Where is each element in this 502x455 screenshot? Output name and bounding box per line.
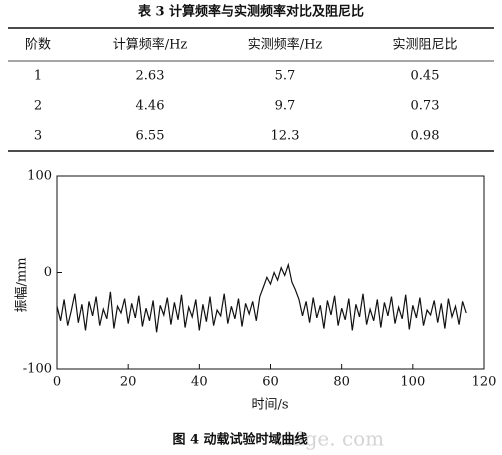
table-cell: 4.46 <box>136 99 165 114</box>
watermark: ridge. com <box>276 427 384 451</box>
figure-caption: 图 4 动载试验时域曲线 <box>172 432 307 448</box>
x-tick-label: 120 <box>472 375 497 390</box>
y-axis-label: 振幅/mm <box>15 257 30 312</box>
x-axis-label: 时间/s <box>251 398 288 413</box>
table-cell: 3 <box>34 129 42 144</box>
y-tick-label: 100 <box>27 169 52 184</box>
x-tick-label: 20 <box>120 375 137 390</box>
y-tick-label: 0 <box>44 265 52 280</box>
table-header-cell: 实测阻尼比 <box>392 38 457 53</box>
table-cell: 0.45 <box>411 69 440 84</box>
plot-frame <box>56 175 485 370</box>
signal-line <box>56 262 467 333</box>
table-cell: 6.55 <box>136 129 165 144</box>
table-header-cell: 计算频率/Hz <box>113 37 188 53</box>
table-cell: 9.7 <box>275 99 296 114</box>
table-cell: 5.7 <box>275 69 296 84</box>
x-tick-label: 100 <box>400 375 425 390</box>
x-tick-label: 40 <box>191 375 208 390</box>
table-cell: 1 <box>34 69 42 84</box>
x-tick-label: 0 <box>53 375 61 390</box>
x-tick-label: 60 <box>262 375 279 390</box>
table-cell: 2 <box>34 99 42 114</box>
table-cell: 0.98 <box>411 129 440 144</box>
table-header-cell: 实测频率/Hz <box>248 37 323 53</box>
table-header-cell: 阶数 <box>25 38 51 53</box>
table-cell: 12.3 <box>271 129 300 144</box>
table-title: 表 3 计算频率与实测频率对比及阻尼比 <box>137 4 364 20</box>
table-cell: 2.63 <box>136 69 165 84</box>
x-tick-label: 80 <box>333 375 350 390</box>
table-cell: 0.73 <box>411 99 440 114</box>
y-tick-label: -100 <box>23 362 52 377</box>
